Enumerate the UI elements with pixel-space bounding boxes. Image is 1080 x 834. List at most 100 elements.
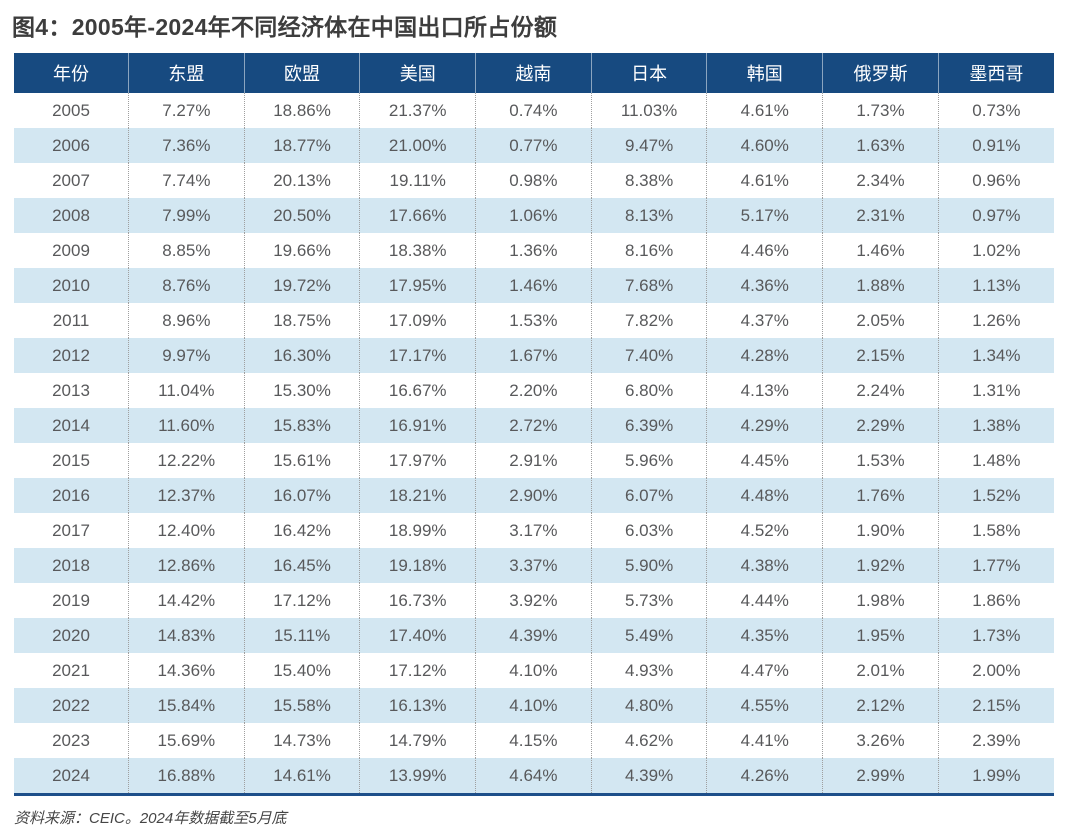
value-cell: 16.67% (359, 373, 476, 408)
value-cell: 6.39% (590, 408, 707, 443)
value-cell: 16.73% (359, 583, 476, 618)
value-cell: 11.04% (128, 373, 245, 408)
value-cell: 15.84% (128, 688, 245, 723)
value-cell: 12.37% (128, 478, 245, 513)
year-cell: 2008 (52, 205, 90, 225)
table-row: 2014 11.60% 15.83% 16.91% 2.72% 6.39% 4.29% 2.2… (14, 408, 1054, 443)
value-cell: 7.74% (128, 163, 245, 198)
value-cell: 0.96% (937, 163, 1054, 198)
value-cell: 1.31% (937, 373, 1054, 408)
value-cell: 16.07% (243, 478, 360, 513)
value-cell: 2.29% (822, 408, 939, 443)
table-row: 2022 15.84% 15.58% 16.13% 4.10% 4.80% 4.55% 2.1… (14, 688, 1054, 723)
value-cell: 2.12% (822, 688, 939, 723)
value-cell: 1.76% (822, 478, 939, 513)
value-cell: 8.38% (590, 163, 707, 198)
table-row: 2016 12.37% 16.07% 18.21% 2.90% 6.07% 4.48% 1.7… (14, 478, 1054, 513)
table-row: 2006 7.36% 18.77% 21.00% 0.77% 9.47% 4.60% 1.63… (14, 128, 1054, 163)
table-row: 2023 15.69% 14.73% 14.79% 4.15% 4.62% 4.41% 3.2… (14, 723, 1054, 758)
value-cell: 3.37% (475, 548, 592, 583)
value-cell: 17.97% (359, 443, 476, 478)
value-cell: 16.13% (359, 688, 476, 723)
value-cell: 18.38% (359, 233, 476, 268)
value-cell: 2.90% (475, 478, 592, 513)
value-cell: 1.52% (937, 478, 1054, 513)
value-cell: 17.09% (359, 303, 476, 338)
value-cell: 7.99% (128, 198, 245, 233)
value-cell: 1.86% (937, 583, 1054, 618)
value-cell: 15.40% (243, 653, 360, 688)
value-cell: 17.17% (359, 338, 476, 373)
table-row: 2019 14.42% 17.12% 16.73% 3.92% 5.73% 4.44% 1.9… (14, 583, 1054, 618)
value-cell: 4.80% (590, 688, 707, 723)
value-cell: 9.97% (128, 338, 245, 373)
value-cell: 17.12% (359, 653, 476, 688)
value-cell: 18.75% (243, 303, 360, 338)
value-cell: 17.95% (359, 268, 476, 303)
value-cell: 1.36% (475, 233, 592, 268)
value-cell: 14.79% (359, 723, 476, 758)
value-cell: 20.50% (243, 198, 360, 233)
value-cell: 1.46% (475, 268, 592, 303)
value-cell: 1.73% (822, 93, 939, 128)
year-cell: 2011 (52, 310, 90, 330)
value-cell: 14.61% (243, 758, 360, 795)
year-cell: 2005 (52, 100, 90, 120)
value-cell: 3.17% (475, 513, 592, 548)
table-header: 年份 东盟 欧盟 美国 越南 日本 韩国 俄罗斯 墨西哥 (14, 53, 1054, 93)
column-header: 日本 (590, 53, 707, 93)
value-cell: 18.77% (243, 128, 360, 163)
value-cell: 16.30% (243, 338, 360, 373)
year-cell: 2024 (52, 765, 90, 785)
source-note: 资料来源：CEIC。2024年数据截至5月底 (14, 810, 287, 827)
value-cell: 3.26% (822, 723, 939, 758)
value-cell: 2.20% (475, 373, 592, 408)
value-cell: 4.61% (706, 163, 823, 198)
value-cell: 6.03% (590, 513, 707, 548)
value-cell: 2.01% (822, 653, 939, 688)
table-row: 2013 11.04% 15.30% 16.67% 2.20% 6.80% 4.13% 2.2… (14, 373, 1054, 408)
year-cell: 2021 (52, 660, 90, 680)
value-cell: 17.66% (359, 198, 476, 233)
value-cell: 4.36% (706, 268, 823, 303)
value-cell: 0.98% (475, 163, 592, 198)
year-cell: 2017 (52, 520, 90, 540)
value-cell: 4.35% (706, 618, 823, 653)
year-cell: 2020 (52, 625, 90, 645)
value-cell: 2.05% (822, 303, 939, 338)
value-cell: 1.34% (937, 338, 1054, 373)
value-cell: 4.10% (475, 688, 592, 723)
table-row: 2009 8.85% 19.66% 18.38% 1.36% 8.16% 4.46% 1.46… (14, 233, 1054, 268)
table-row: 2012 9.97% 16.30% 17.17% 1.67% 7.40% 4.28% 2.15… (14, 338, 1054, 373)
table-row: 2008 7.99% 20.50% 17.66% 1.06% 8.13% 5.17% 2.31… (14, 198, 1054, 233)
value-cell: 5.90% (590, 548, 707, 583)
value-cell: 20.13% (243, 163, 360, 198)
value-cell: 5.73% (590, 583, 707, 618)
value-cell: 0.77% (475, 128, 592, 163)
value-cell: 16.88% (128, 758, 245, 795)
value-cell: 6.80% (590, 373, 707, 408)
value-cell: 4.61% (706, 93, 823, 128)
value-cell: 0.73% (937, 93, 1054, 128)
value-cell: 9.47% (590, 128, 707, 163)
value-cell: 4.55% (706, 688, 823, 723)
table-row: 2018 12.86% 16.45% 19.18% 3.37% 5.90% 4.38% 1.9… (14, 548, 1054, 583)
value-cell: 19.66% (243, 233, 360, 268)
value-cell: 0.91% (937, 128, 1054, 163)
value-cell: 15.83% (243, 408, 360, 443)
value-cell: 8.76% (128, 268, 245, 303)
column-header: 墨西哥 (937, 53, 1054, 93)
value-cell: 2.72% (475, 408, 592, 443)
table-row: 2007 7.74% 20.13% 19.11% 0.98% 8.38% 4.61% 2.34… (14, 163, 1054, 198)
value-cell: 18.21% (359, 478, 476, 513)
value-cell: 2.15% (937, 688, 1054, 723)
value-cell: 1.77% (937, 548, 1054, 583)
value-cell: 0.74% (475, 93, 592, 128)
value-cell: 19.72% (243, 268, 360, 303)
column-header: 年份 (14, 53, 129, 93)
value-cell: 4.37% (706, 303, 823, 338)
value-cell: 7.40% (590, 338, 707, 373)
value-cell: 21.00% (359, 128, 476, 163)
value-cell: 5.49% (590, 618, 707, 653)
column-header: 俄罗斯 (822, 53, 939, 93)
